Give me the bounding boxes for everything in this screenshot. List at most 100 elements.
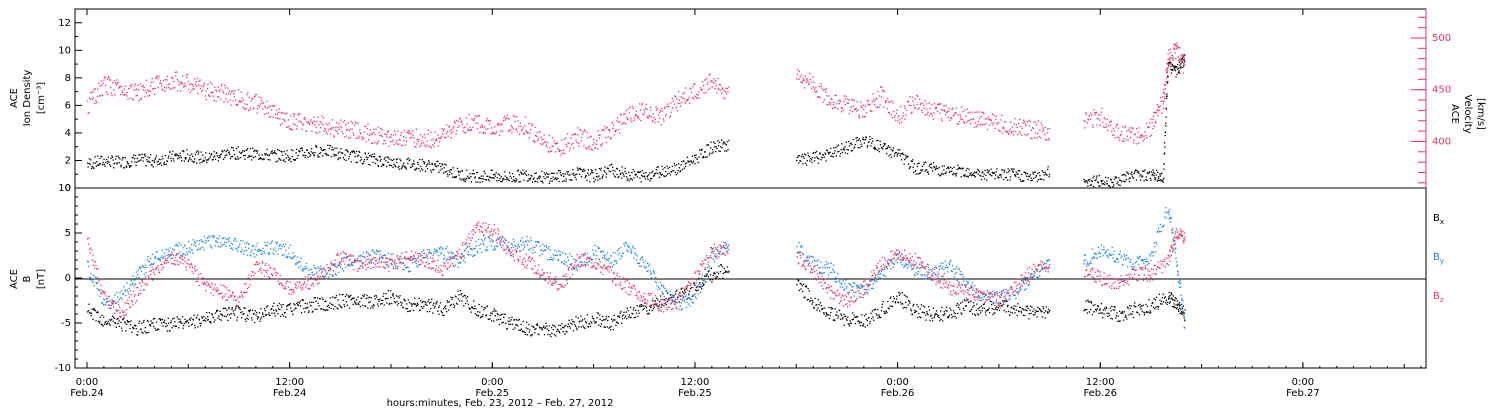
velocity-point — [967, 112, 969, 114]
density-point — [579, 168, 582, 171]
velocity-point — [648, 116, 650, 118]
density-point — [218, 155, 220, 157]
bx-point — [825, 312, 827, 314]
bx-point — [950, 313, 953, 316]
bx-point — [659, 301, 661, 303]
bx-point — [398, 297, 400, 299]
density-point — [722, 143, 724, 145]
velocity-point — [329, 133, 332, 135]
velocity-point — [628, 112, 630, 114]
density-point — [266, 154, 269, 156]
density-point — [395, 165, 397, 168]
density-point — [99, 157, 101, 160]
velocity-point — [188, 83, 191, 86]
bx-point — [246, 317, 248, 319]
velocity-point — [511, 126, 513, 128]
density-point — [610, 170, 612, 173]
density-point — [669, 174, 672, 176]
bx-point — [268, 312, 270, 314]
bx-point — [632, 309, 635, 311]
density-point — [200, 151, 202, 153]
velocity-point — [455, 133, 457, 135]
bx-point — [507, 320, 509, 322]
density-point — [114, 162, 116, 164]
velocity-point — [360, 133, 362, 135]
velocity-point — [1105, 123, 1108, 125]
bx-point — [217, 317, 219, 319]
velocity-point — [1122, 126, 1124, 128]
velocity-point — [1158, 105, 1160, 108]
density-point — [231, 155, 234, 158]
velocity-point — [559, 149, 561, 151]
density-point — [506, 177, 508, 179]
velocity-point — [234, 90, 236, 92]
velocity-point — [676, 110, 678, 112]
velocity-point — [1040, 122, 1042, 124]
bx-point — [533, 326, 535, 328]
bx-point — [90, 315, 92, 317]
velocity-point — [670, 102, 672, 104]
bx-point — [901, 292, 903, 294]
bx-point — [1182, 312, 1184, 314]
density-point — [125, 165, 127, 167]
bx-point — [113, 317, 116, 320]
velocity-point — [205, 90, 207, 92]
velocity-point — [674, 95, 677, 98]
velocity-point — [404, 144, 406, 146]
bx-point — [1031, 306, 1033, 308]
density-point — [1119, 179, 1121, 181]
bx-point — [900, 303, 902, 305]
bx-point — [469, 308, 471, 310]
density-point — [906, 156, 908, 158]
bx-point — [1095, 308, 1097, 311]
density-point — [891, 150, 894, 152]
bx-point — [1094, 304, 1096, 306]
velocity-point — [623, 121, 625, 124]
velocity-point — [380, 127, 382, 130]
velocity-point — [854, 108, 857, 110]
velocity-point — [806, 79, 808, 81]
velocity-point — [210, 92, 212, 94]
velocity-point — [835, 94, 837, 96]
bx-point — [1180, 308, 1182, 310]
bx-point — [598, 324, 600, 326]
velocity-point — [714, 82, 716, 84]
density-point — [856, 140, 858, 142]
density-point — [582, 170, 584, 172]
bx-point — [702, 284, 705, 286]
bx-point — [644, 302, 646, 304]
bx-point — [1090, 300, 1092, 303]
density-point — [609, 164, 611, 167]
density-point — [310, 151, 312, 153]
bx-point — [166, 325, 168, 327]
velocity-point — [390, 136, 392, 138]
density-point — [943, 169, 945, 171]
velocity-point — [694, 83, 696, 85]
bx-point — [104, 321, 106, 324]
bx-point — [161, 319, 164, 321]
velocity-point — [597, 148, 599, 150]
by-point — [124, 290, 126, 292]
bx-point — [1036, 310, 1038, 312]
density-point — [887, 146, 889, 148]
velocity-point — [648, 115, 650, 117]
velocity-point — [1090, 118, 1092, 120]
density-point — [710, 141, 712, 143]
velocity-point — [491, 133, 493, 135]
velocity-point — [723, 96, 725, 99]
density-point — [970, 172, 972, 174]
density-point — [1097, 182, 1099, 184]
velocity-point — [95, 99, 97, 102]
density-point — [889, 146, 891, 148]
bx-point — [928, 309, 931, 311]
density-point — [256, 152, 258, 154]
bx-point — [546, 328, 548, 330]
bx-point — [988, 307, 990, 309]
velocity-point — [630, 117, 632, 119]
bx-point — [577, 317, 579, 319]
bx-point — [322, 298, 324, 301]
bx-point — [645, 305, 647, 307]
bx-point — [653, 306, 655, 308]
density-point — [1113, 184, 1115, 186]
density-point — [371, 153, 373, 156]
